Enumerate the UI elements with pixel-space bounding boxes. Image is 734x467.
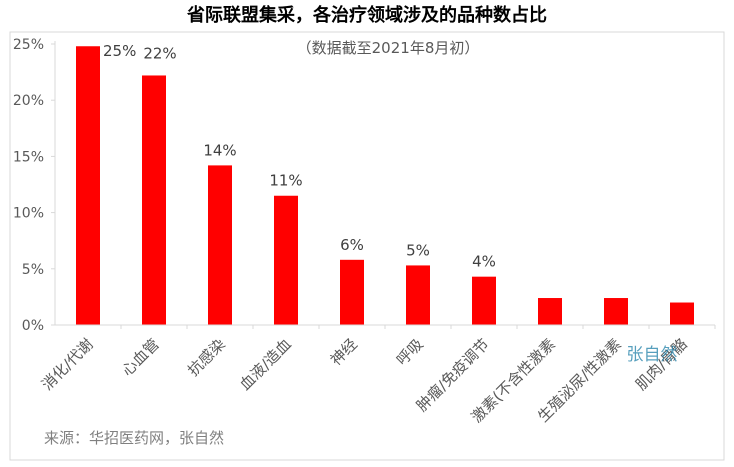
source-note: 来源：华招医药网，张自然 (44, 429, 224, 447)
bar (208, 165, 232, 325)
chart-title: 省际联盟集采，各治疗领域涉及的品种数占比 (186, 4, 547, 26)
y-tick-label: 0% (22, 318, 44, 334)
watermark: 张自然 (627, 345, 678, 365)
data-label: 4% (472, 253, 496, 271)
data-labels: 25% 22% 14% 11% 6% 5% 4% (103, 42, 496, 270)
y-axis: 0% 5% 10% 15% 20% 25% (13, 37, 56, 334)
data-label: 6% (340, 236, 364, 254)
chart-subtitle: （数据截至2021年8月初） (297, 39, 480, 57)
data-label: 25% (103, 42, 136, 60)
bar (472, 276, 496, 325)
bars (76, 46, 694, 326)
data-label: 11% (269, 172, 302, 190)
bar (142, 75, 166, 325)
bar (340, 259, 364, 325)
data-label: 22% (143, 44, 176, 62)
bar (538, 298, 562, 325)
y-tick-label: 5% (22, 262, 44, 278)
bar (406, 265, 430, 325)
bar (76, 46, 100, 326)
bar (604, 298, 628, 325)
data-label: 14% (203, 141, 236, 159)
y-tick-label: 15% (13, 149, 44, 165)
plot-frame (9, 31, 725, 461)
data-label: 5% (406, 241, 430, 259)
y-tick-label: 10% (13, 206, 44, 222)
bar (670, 302, 694, 325)
bar (274, 195, 298, 325)
y-tick-label: 20% (13, 93, 44, 109)
y-tick-label: 25% (13, 37, 44, 53)
